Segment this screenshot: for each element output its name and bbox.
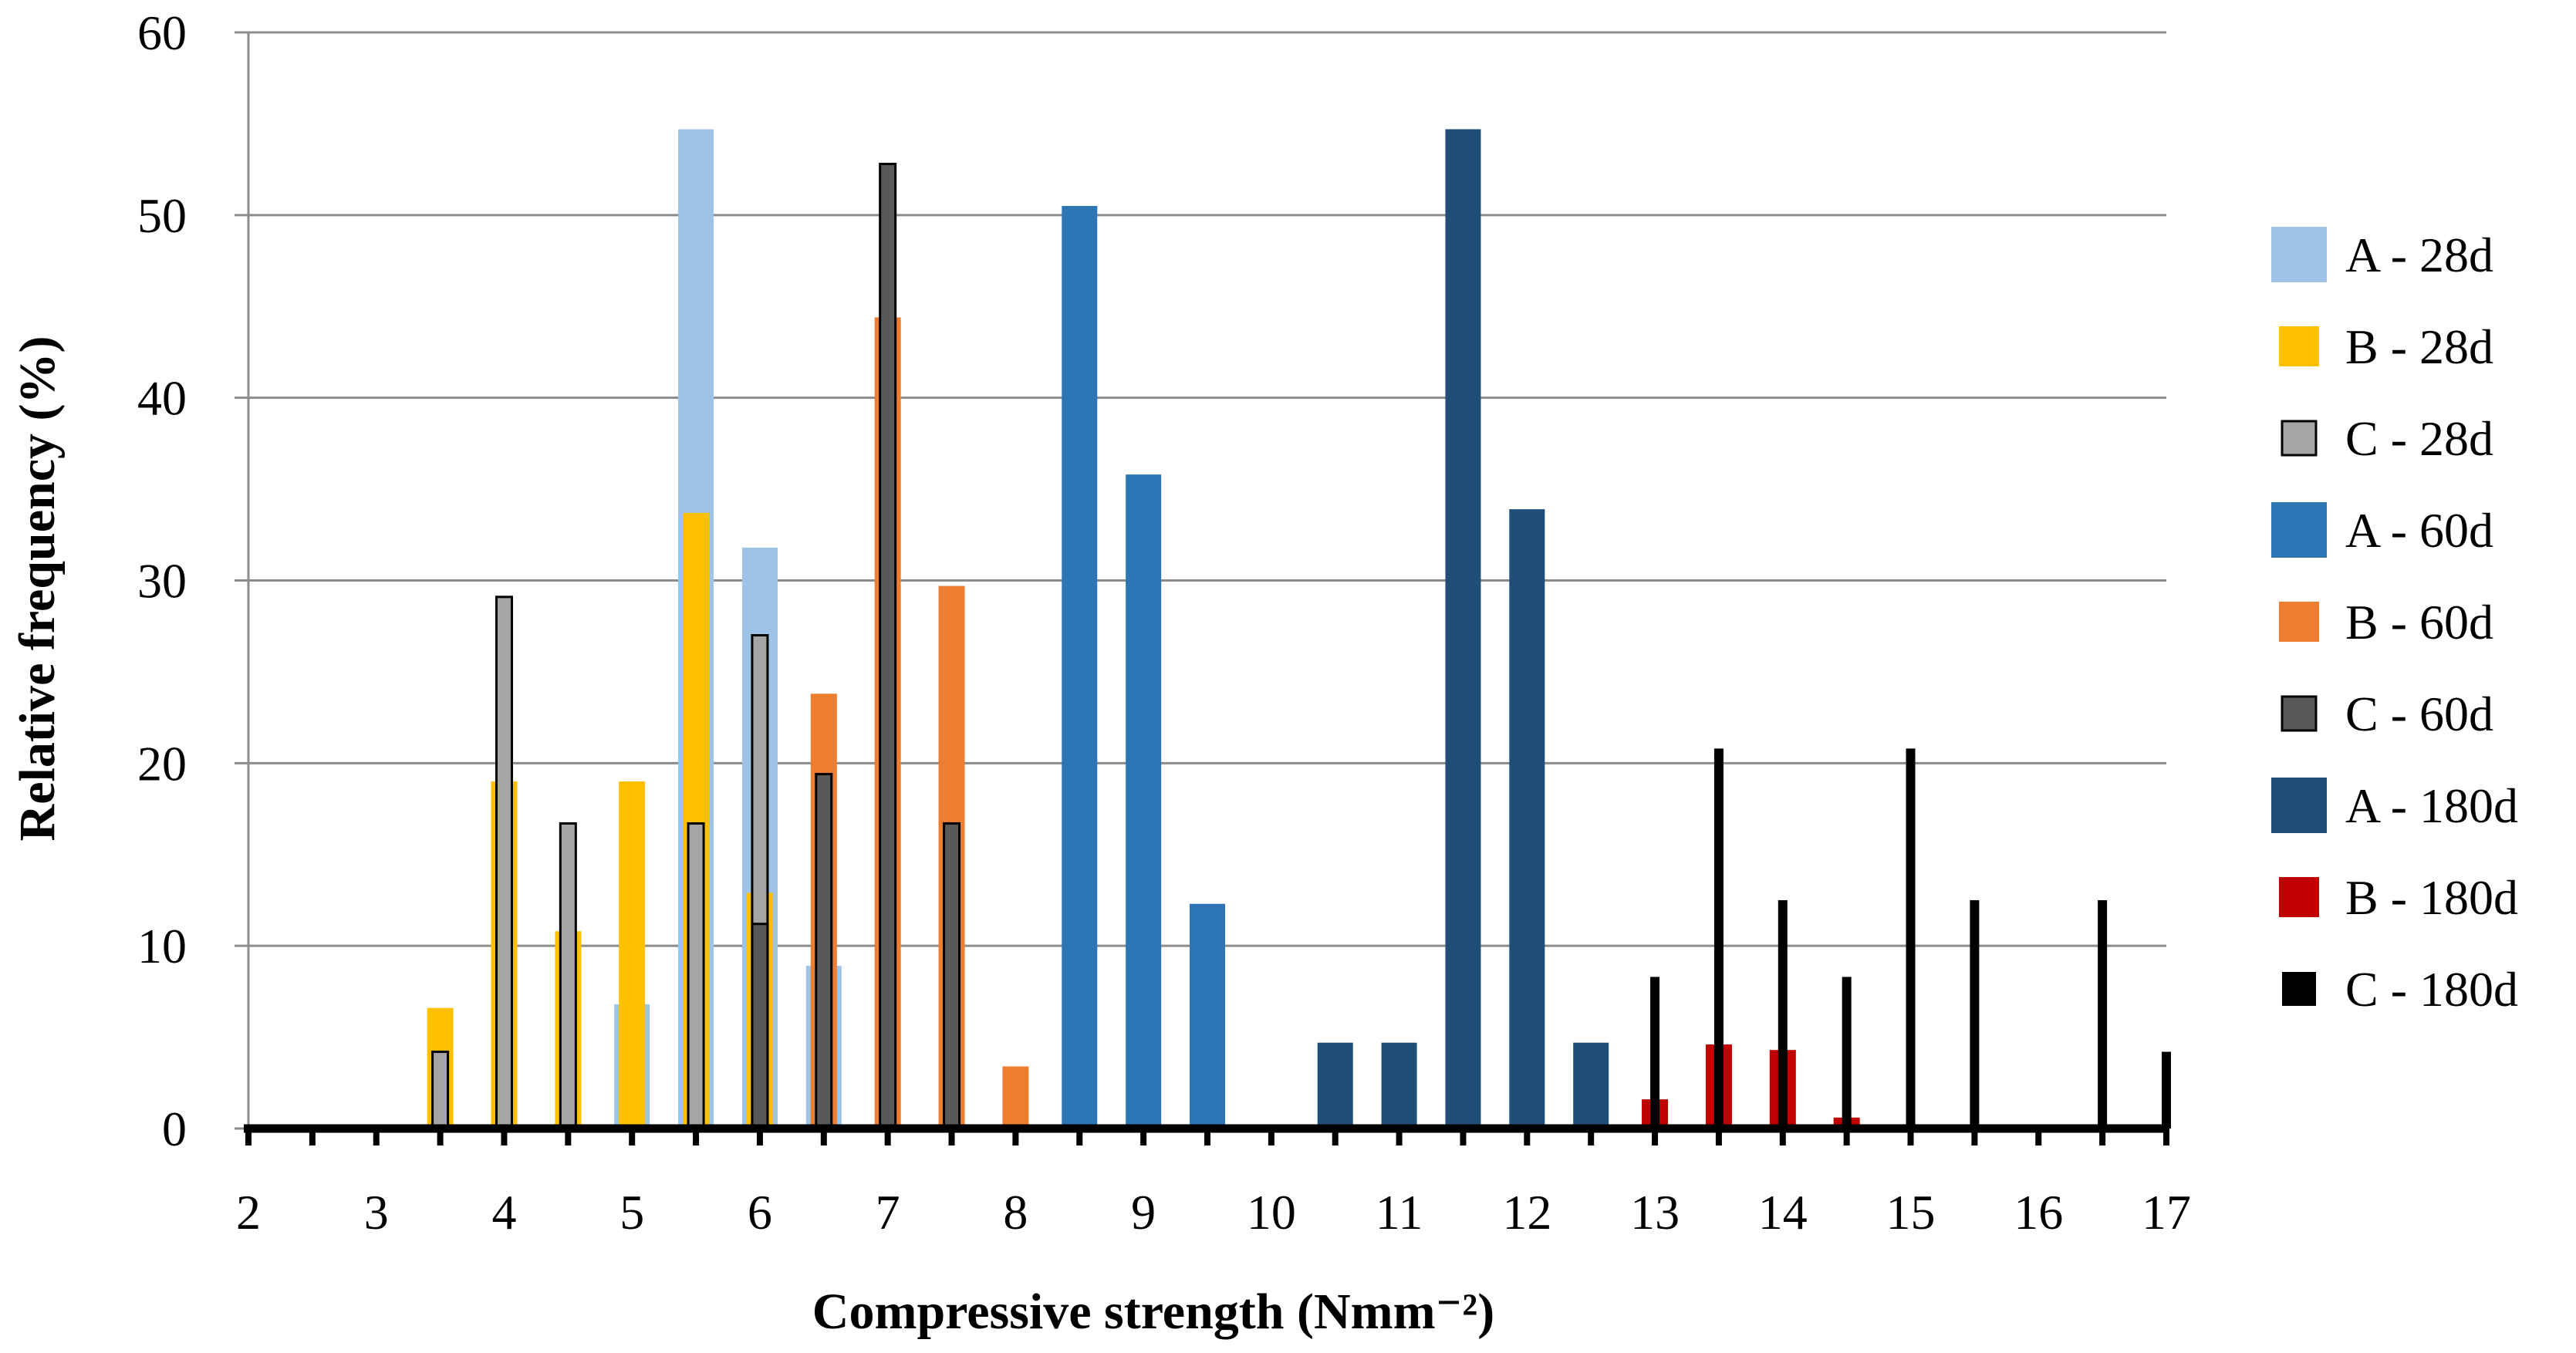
legend-label: A - 60d — [2345, 503, 2493, 558]
y-tick-label: 0 — [162, 1102, 187, 1156]
bar-c-180d-15_5 — [1970, 899, 1980, 1129]
x-tick-label: 5 — [620, 1185, 644, 1240]
x-tick-label: 17 — [2142, 1185, 2191, 1240]
legend-swatch — [2281, 420, 2318, 457]
y-tick-label: 40 — [137, 371, 187, 426]
y-axis-title: Relative frequency (%) — [9, 336, 66, 842]
bar-b-28d-5 — [619, 781, 646, 1129]
y-tick-label: 50 — [137, 188, 187, 243]
y-tick-label: 10 — [137, 919, 187, 973]
y-tick-label: 60 — [137, 5, 187, 60]
legend-label: A - 28d — [2345, 228, 2493, 282]
bar-c-28d-4_5 — [559, 822, 577, 1130]
legend-swatch — [2282, 972, 2316, 1006]
bar-c-180d-15 — [1906, 748, 1916, 1129]
x-tick-label: 15 — [1886, 1185, 1936, 1240]
bar-c-28d-3_5 — [431, 1051, 450, 1130]
legend-label: B - 28d — [2345, 319, 2493, 374]
legend-swatch — [2281, 695, 2318, 732]
x-tick-label: 12 — [1502, 1185, 1551, 1240]
bar-a-60d-9_5 — [1190, 903, 1225, 1129]
legend-label: A - 180d — [2345, 778, 2518, 833]
bar-c-180d-14_5 — [1842, 977, 1852, 1129]
bar-c-180d-13 — [1650, 977, 1660, 1129]
bar-b-60d-8 — [1002, 1066, 1029, 1129]
bar-a-60d-9 — [1126, 474, 1162, 1129]
bar-c-60d-7_5 — [943, 822, 961, 1130]
bar-c-60d-6_5 — [815, 773, 833, 1130]
x-tick-label: 2 — [236, 1185, 261, 1240]
x-tick-label: 6 — [748, 1185, 772, 1240]
legend-label: C - 28d — [2345, 411, 2493, 466]
x-axis-title: Compressive strength (Nmm⁻²) — [812, 1284, 1494, 1340]
legend-swatch — [2271, 227, 2327, 282]
bar-c-180d-16_5 — [2098, 899, 2108, 1129]
bar-a-180d-12 — [1509, 509, 1545, 1129]
x-tick-label: 10 — [1247, 1185, 1296, 1240]
legend-swatch — [2279, 602, 2319, 642]
bar-c-180d-14 — [1778, 899, 1788, 1129]
legend-label: C - 60d — [2345, 687, 2493, 741]
bar-a-60d-8_5 — [1062, 205, 1098, 1129]
legend: A - 28d B - 28d C - 28d A - 60d B - 60d C - 6… — [2271, 227, 2518, 1017]
gridlines — [248, 31, 2166, 947]
bar-c-28d-4 — [495, 596, 513, 1130]
x-tick-label: 7 — [876, 1185, 900, 1240]
bar-c-180d-17 — [2162, 1051, 2171, 1129]
bars — [427, 129, 2171, 1130]
axes: 0 10 20 30 40 50 60 2 3 4 5 6 7 8 9 10 11 12 13 14 15 16 17 — [137, 5, 2191, 1240]
x-tick-label: 16 — [2014, 1185, 2063, 1240]
x-tick-label: 3 — [364, 1185, 389, 1240]
y-tick-label: 30 — [137, 554, 187, 609]
bar-a-180d-11 — [1381, 1042, 1417, 1129]
bar-a-180d-10_5 — [1317, 1042, 1353, 1129]
x-tick-label: 8 — [1003, 1185, 1028, 1240]
legend-label: B - 180d — [2345, 870, 2518, 925]
legend-swatch — [2279, 877, 2319, 917]
x-tick-label: 4 — [491, 1185, 516, 1240]
legend-swatch — [2271, 778, 2327, 833]
legend-label: B - 60d — [2345, 595, 2493, 650]
bar-a-180d-12_5 — [1573, 1042, 1609, 1129]
x-tick-label: 14 — [1758, 1185, 1808, 1240]
x-tick-label: 13 — [1630, 1185, 1680, 1240]
bar-c-60d-7 — [879, 163, 897, 1130]
bar-c-28d-5_5 — [687, 822, 705, 1130]
legend-label: C - 180d — [2345, 962, 2518, 1017]
legend-swatch — [2279, 326, 2319, 366]
x-tick-label: 11 — [1376, 1185, 1423, 1240]
bar-a-180d-11_5 — [1445, 129, 1481, 1129]
legend-swatch — [2271, 502, 2327, 558]
bar-c-180d-13_5 — [1713, 748, 1724, 1129]
x-tick-label: 9 — [1131, 1185, 1156, 1240]
y-tick-label: 20 — [137, 736, 187, 791]
bar-c-60d-6 — [751, 923, 769, 1130]
